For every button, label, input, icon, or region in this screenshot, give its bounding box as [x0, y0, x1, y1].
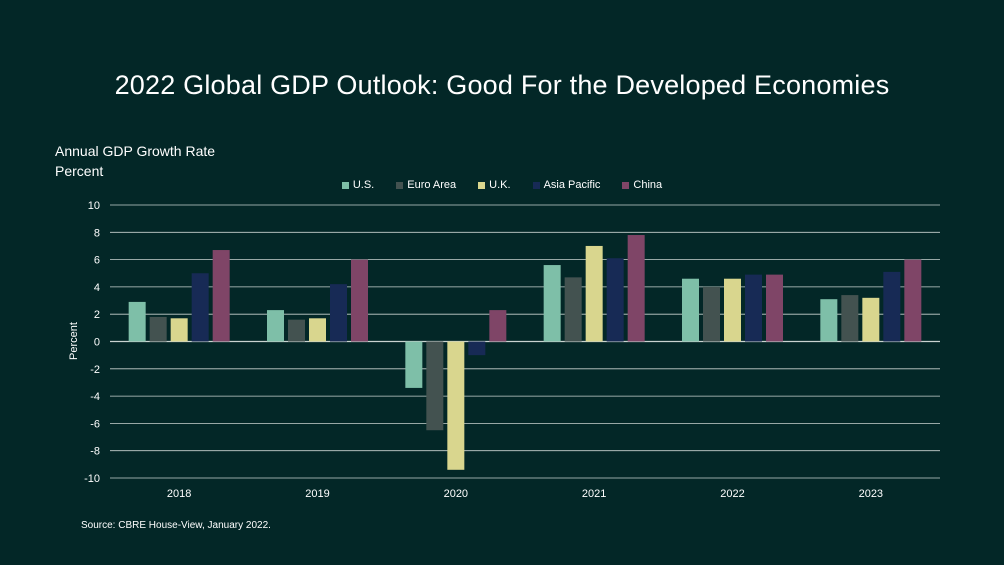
- chart-title: 2022 Global GDP Outlook: Good For the De…: [114, 70, 890, 100]
- bar-china-2020: [489, 310, 507, 342]
- legend-swatch: [622, 181, 630, 189]
- bar-u-s--2021: [543, 265, 561, 342]
- bar-euro-area-2021: [564, 277, 582, 342]
- y-tick-label: 2: [94, 309, 100, 321]
- y-tick-label: 10: [88, 200, 100, 212]
- bar-china-2021: [627, 235, 645, 342]
- bar-u-k--2023: [862, 297, 880, 342]
- bar-u-s--2023: [820, 299, 838, 342]
- legend-swatch: [532, 181, 540, 189]
- bar-china-2018: [212, 250, 230, 342]
- legend-label: Asia Pacific: [543, 179, 601, 191]
- bar-asia-pacific-2018: [191, 273, 209, 342]
- y-tick-label: -2: [90, 364, 100, 376]
- bar-asia-pacific-2023: [883, 271, 901, 342]
- bar-china-2022: [766, 274, 783, 342]
- bar-asia-pacific-2021: [606, 258, 624, 342]
- bar-u-k--2019: [309, 318, 326, 342]
- bar-u-k--2020: [447, 341, 465, 470]
- y-tick-label: -4: [90, 391, 100, 403]
- bar-china-2019: [351, 259, 368, 342]
- legend-item: U.K.: [478, 179, 511, 191]
- bar-u-k--2018: [170, 318, 188, 342]
- legend-label: U.K.: [489, 179, 511, 191]
- legend-item: Asia Pacific: [532, 179, 601, 191]
- legend-label: China: [633, 179, 663, 191]
- bar-u-s--2018: [128, 301, 146, 342]
- source-note: Source: CBRE House-View, January 2022.: [81, 520, 271, 531]
- chart-legend: U.S. Euro Area U.K. Asia Pacific China: [0, 179, 1004, 191]
- bar-euro-area-2020: [426, 341, 444, 431]
- bar-asia-pacific-2019: [330, 284, 347, 342]
- y-tick-label: 6: [94, 255, 100, 267]
- chart-subtitle: Annual GDP Growth Rate Percent: [55, 141, 215, 181]
- y-tick-label: 8: [94, 227, 100, 239]
- bar-euro-area-2022: [703, 286, 720, 342]
- x-tick-label: 2023: [859, 488, 883, 500]
- y-tick-label: -10: [84, 473, 100, 485]
- y-tick-label: -8: [90, 446, 100, 458]
- legend-swatch: [396, 181, 404, 189]
- bar-u-s--2020: [405, 341, 423, 388]
- subtitle-line-2: Percent: [55, 163, 104, 179]
- bar-euro-area-2019: [288, 319, 305, 342]
- legend-item: China: [622, 179, 662, 191]
- legend-label: Euro Area: [407, 179, 457, 191]
- y-tick-label: -6: [90, 418, 100, 430]
- x-tick-label: 2021: [582, 488, 606, 500]
- bar-euro-area-2023: [841, 295, 859, 342]
- x-tick-label: 2019: [305, 488, 329, 500]
- bar-u-k--2021: [585, 245, 603, 342]
- x-tick-label: 2018: [167, 488, 191, 500]
- legend-swatch: [341, 181, 349, 189]
- bar-china-2023: [904, 259, 922, 342]
- bar-u-k--2022: [724, 278, 741, 342]
- bar-asia-pacific-2020: [468, 341, 486, 356]
- legend-item: U.S.: [341, 179, 375, 191]
- bar-euro-area-2018: [149, 316, 167, 342]
- y-tick-label: 0: [94, 337, 100, 349]
- x-tick-label: 2020: [444, 488, 468, 500]
- bar-u-s--2019: [267, 310, 284, 342]
- legend-label: U.S.: [352, 179, 375, 191]
- bar-asia-pacific-2022: [745, 274, 762, 342]
- x-tick-label: 2022: [720, 488, 744, 500]
- legend-swatch: [478, 181, 486, 189]
- y-axis-label: Percent: [68, 322, 80, 360]
- bar-u-s--2022: [682, 278, 699, 342]
- legend-item: Euro Area: [396, 179, 456, 191]
- y-tick-label: 4: [94, 282, 100, 294]
- subtitle-line-1: Annual GDP Growth Rate: [55, 143, 216, 159]
